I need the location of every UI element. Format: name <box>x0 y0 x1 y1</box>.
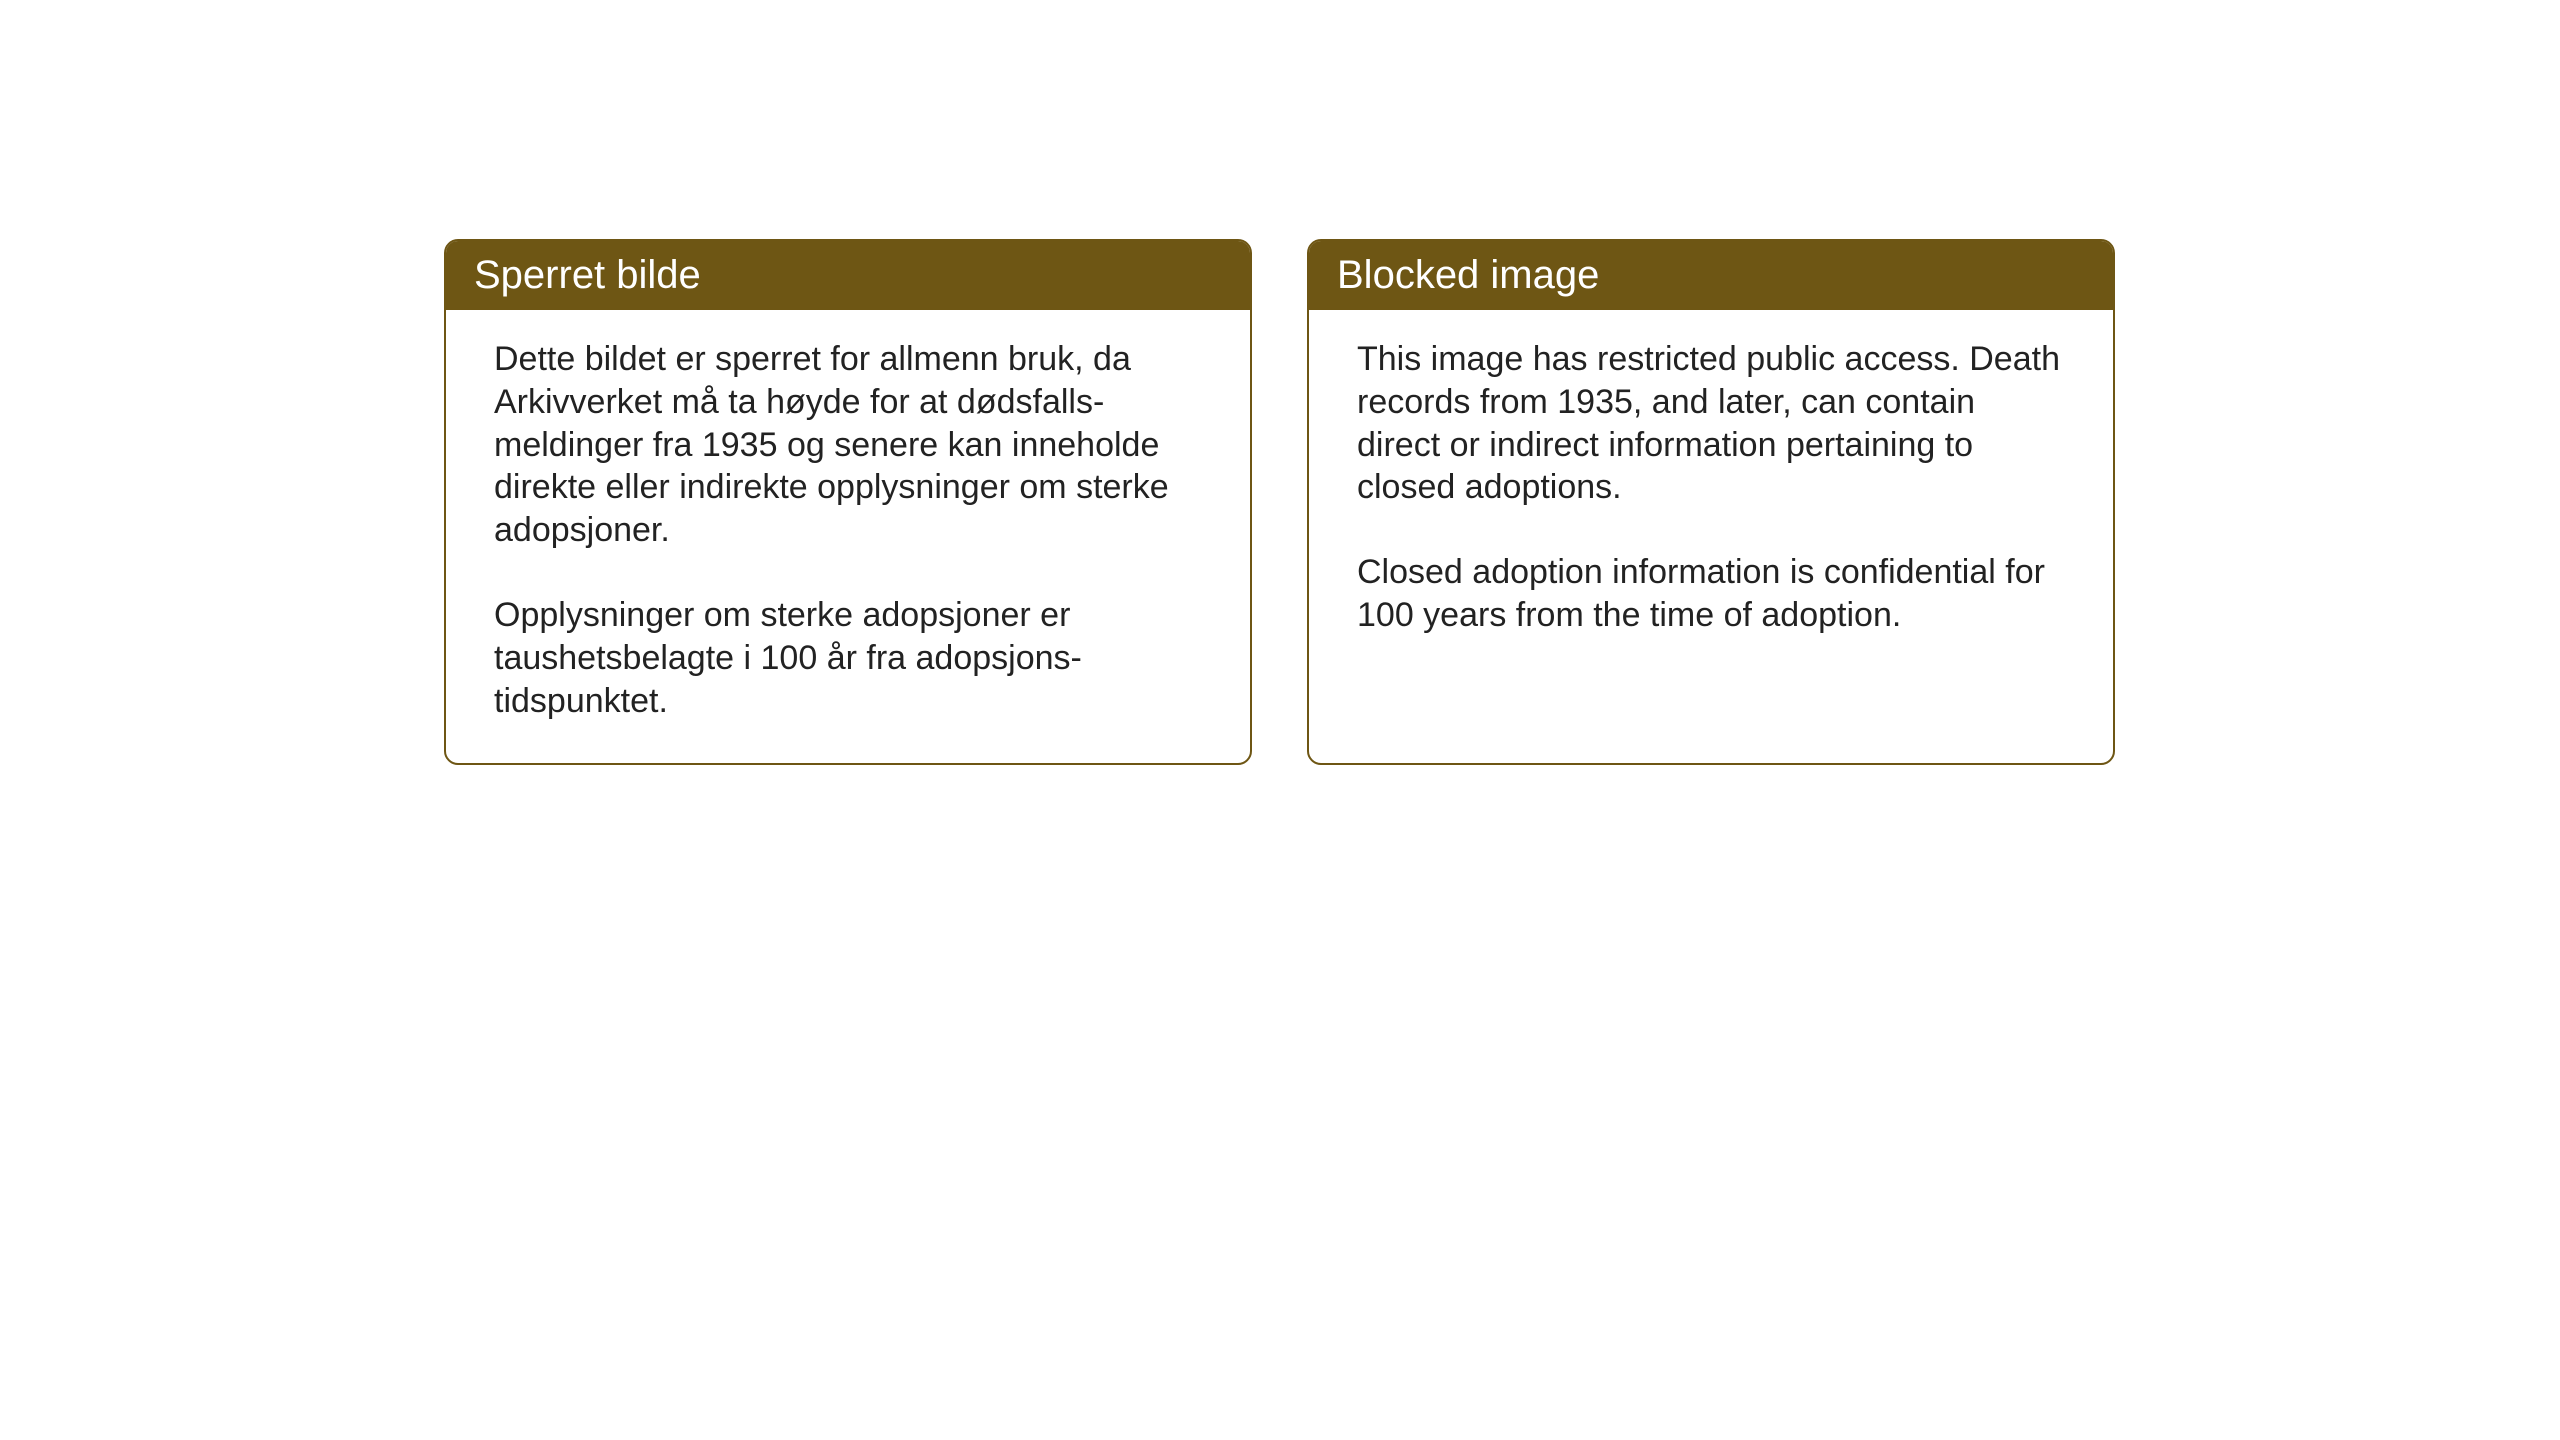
card-norwegian: Sperret bilde Dette bildet er sperret fo… <box>444 239 1252 765</box>
card-header-english: Blocked image <box>1309 241 2113 310</box>
card-paragraph-1: Dette bildet er sperret for allmenn bruk… <box>494 338 1202 552</box>
card-header-norwegian: Sperret bilde <box>446 241 1250 310</box>
card-body-norwegian: Dette bildet er sperret for allmenn bruk… <box>446 310 1250 763</box>
card-body-english: This image has restricted public access.… <box>1309 310 2113 677</box>
cards-container: Sperret bilde Dette bildet er sperret fo… <box>444 239 2115 765</box>
card-english: Blocked image This image has restricted … <box>1307 239 2115 765</box>
card-title: Sperret bilde <box>474 253 701 297</box>
card-paragraph-1: This image has restricted public access.… <box>1357 338 2065 509</box>
card-paragraph-2: Opplysninger om sterke adopsjoner er tau… <box>494 594 1202 722</box>
card-title: Blocked image <box>1337 253 1599 297</box>
card-paragraph-2: Closed adoption information is confident… <box>1357 551 2065 637</box>
